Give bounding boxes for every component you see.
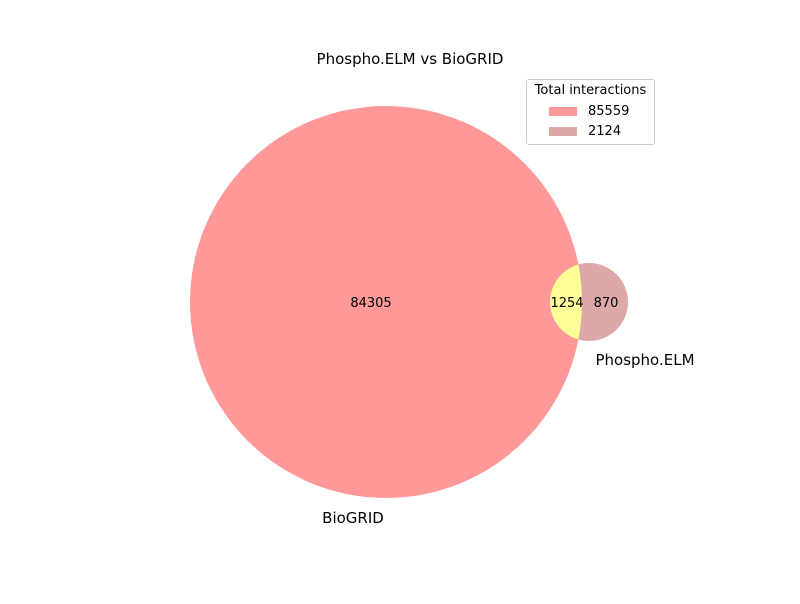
intersection-count: 1254	[550, 296, 583, 311]
biogrid-only-count: 84305	[350, 296, 391, 311]
biogrid-set-label: BioGRID	[322, 509, 384, 527]
legend: Total interactions 85559 2124	[526, 79, 655, 145]
legend-swatch-phospho-elm	[549, 126, 577, 136]
legend-item-biogrid: 85559	[549, 103, 629, 119]
intersection-region	[550, 263, 582, 341]
phospho-elm-set-label: Phospho.ELM	[595, 351, 694, 369]
legend-item-phospho-elm: 2124	[549, 123, 621, 139]
diagram-title: Phospho.ELM vs BioGRID	[317, 50, 504, 68]
legend-title: Total interactions	[534, 83, 647, 98]
biogrid-circle	[190, 106, 582, 498]
legend-label-phospho-elm: 2124	[588, 123, 622, 139]
legend-swatch-biogrid	[549, 106, 577, 116]
phospho-elm-only-count: 870	[594, 296, 619, 311]
legend-label-biogrid: 85559	[588, 103, 630, 119]
